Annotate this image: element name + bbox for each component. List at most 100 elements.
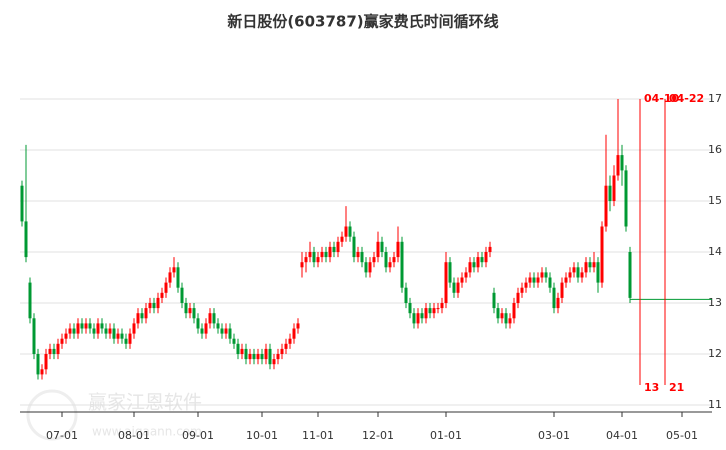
candle-body [200, 328, 204, 334]
candle-body [260, 354, 264, 360]
candle-body [236, 343, 240, 354]
candle-body [312, 252, 316, 263]
candle-body [332, 246, 336, 252]
candle-body [112, 328, 116, 339]
candle-body [136, 313, 140, 324]
cycle-date: 04-22 [669, 92, 704, 105]
candle-body [288, 338, 292, 344]
candle-body [336, 241, 340, 252]
candle-body [568, 272, 572, 278]
candle-body [324, 252, 328, 258]
candle-body [96, 323, 100, 334]
candle-body [500, 313, 504, 319]
candle-body [492, 292, 496, 309]
x-tick-label: 11-01 [302, 429, 334, 442]
candle-body [168, 272, 172, 283]
candle-body [328, 246, 332, 258]
candle-body [148, 303, 152, 309]
candle-body [512, 303, 516, 319]
candle-body [516, 292, 520, 303]
candle-body [432, 308, 436, 314]
candle-body [180, 287, 184, 303]
candle-body [408, 303, 412, 314]
candle-body [240, 348, 244, 354]
candle-body [220, 328, 224, 334]
candle-body [564, 277, 568, 283]
candle-body [56, 343, 60, 354]
candle-body [584, 262, 588, 273]
x-tick-label: 10-01 [246, 429, 278, 442]
candle-body [440, 303, 444, 309]
cycle-date: 04-10 [644, 92, 680, 105]
candle-body [404, 287, 408, 303]
y-tick-label: 14 [708, 245, 722, 258]
candle-body [212, 313, 216, 324]
candle-body [268, 348, 272, 365]
candle-body [344, 226, 348, 237]
candle-body [276, 354, 280, 360]
candle-body [624, 170, 628, 227]
candle-body [612, 175, 616, 201]
candle-body [64, 333, 68, 339]
candle-body [520, 287, 524, 293]
candle-body [84, 323, 88, 329]
candle-body [120, 333, 124, 339]
candle-body [132, 323, 136, 334]
candle-body [28, 282, 32, 319]
candle-body [280, 348, 284, 354]
candle-body [552, 287, 556, 309]
candle-body [604, 185, 608, 227]
candle-body [364, 262, 368, 273]
candle-body [596, 262, 600, 283]
candle-body [160, 292, 164, 298]
candle-body [600, 226, 604, 283]
y-tick-label: 12 [708, 347, 722, 360]
candle-body [372, 257, 376, 263]
candle-body [140, 313, 144, 319]
candle-body [296, 323, 300, 329]
candle-body [572, 267, 576, 273]
candle-body [264, 348, 268, 360]
candle-body [444, 262, 448, 303]
candle-body [316, 257, 320, 263]
candle-body [576, 267, 580, 278]
candle-body [52, 348, 56, 354]
candle-body [532, 277, 536, 283]
candle-body [292, 328, 296, 339]
watermark-url: www.aigaann.com [92, 425, 202, 439]
candle-body [464, 272, 468, 278]
candle-body [232, 338, 236, 344]
candle-body [172, 267, 176, 273]
candle-body [368, 262, 372, 273]
candle-body [380, 241, 384, 252]
y-tick-label: 15 [708, 194, 722, 207]
candle-body [104, 328, 108, 334]
candle-body [80, 323, 84, 329]
candle-body [412, 313, 416, 324]
watermark-logo [26, 389, 78, 441]
candle-body [300, 262, 304, 268]
candle-body [60, 338, 64, 344]
candle-body [340, 236, 344, 242]
candle-body [400, 241, 404, 288]
candle-body [68, 328, 72, 334]
candle-body [244, 348, 248, 360]
candle-body [396, 241, 400, 258]
candle-body [416, 313, 420, 324]
candle-body [456, 282, 460, 293]
y-tick-label: 16 [708, 143, 722, 156]
candle-body [184, 303, 188, 314]
candle-body [476, 257, 480, 268]
candle-body [376, 241, 380, 258]
candle-body [468, 262, 472, 273]
candle-body [256, 354, 260, 360]
candle-body [536, 277, 540, 283]
candle-body [452, 282, 456, 293]
candle-body [88, 323, 92, 329]
candle-body [24, 221, 28, 258]
candle-body [252, 354, 256, 360]
candle-body [620, 155, 624, 171]
candle-body [472, 262, 476, 268]
x-tick-label: 05-01 [666, 429, 698, 442]
